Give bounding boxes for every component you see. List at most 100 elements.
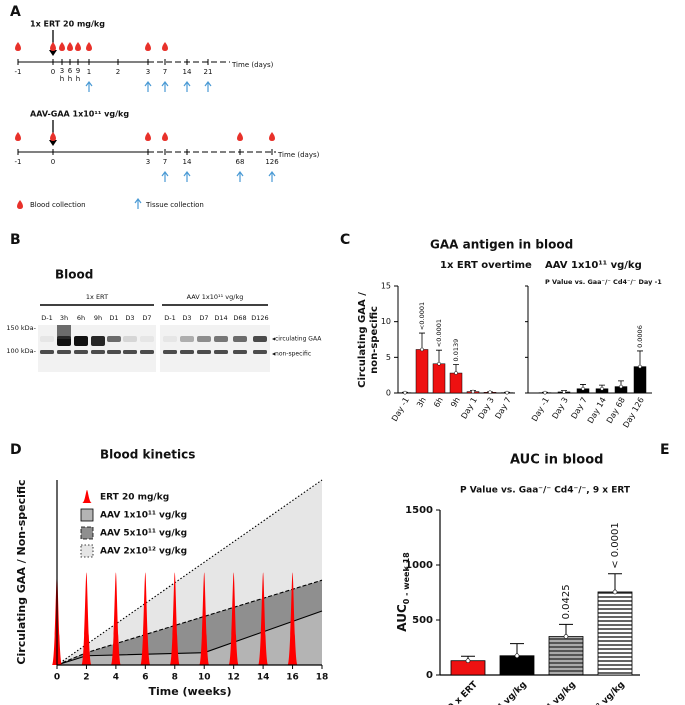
- ert-spike: [228, 572, 239, 665]
- legend-text: AAV 5x10¹¹ vg/kg: [100, 529, 187, 539]
- tissue-arrow-head: [161, 81, 169, 87]
- tissue-arrow-head: [204, 81, 212, 87]
- data-point: [543, 390, 547, 395]
- bar: [432, 363, 446, 394]
- timeline-tick-label: 0: [51, 158, 55, 166]
- tissue-arrow-head: [236, 171, 244, 177]
- blot: [160, 325, 270, 372]
- bar: [548, 636, 584, 676]
- legend-text: AAV 2x10¹² vg/kg: [100, 547, 187, 557]
- y-tick-label: 15: [381, 282, 391, 291]
- ert-spike: [199, 572, 210, 665]
- timeline-tick-unit: h: [60, 75, 64, 83]
- area-line: [56, 479, 323, 666]
- blot-group-label: AAV 1x10¹¹ vg/kg: [187, 293, 244, 301]
- legend-text: AAV 1x10¹¹ vg/kg: [100, 511, 187, 521]
- y-axis-label: AUC0 - week 18: [395, 552, 411, 632]
- x-tick-label: Day 7: [493, 396, 513, 421]
- treatment-label: 1x ERT 20 mg/kg: [30, 20, 105, 29]
- blood-drop: [269, 132, 275, 141]
- timeline-tick-label: 126: [265, 158, 279, 166]
- x-tick-label: Day 7: [569, 396, 589, 421]
- mw-marker: 150 kDa-: [6, 324, 36, 332]
- x-tick-label: 2x10¹² vg/kg: [575, 680, 627, 705]
- tissue-arrow-head: [134, 198, 142, 204]
- legend-swatch: [82, 490, 92, 503]
- legend-swatch: [80, 526, 94, 540]
- lane-label: D3: [125, 314, 134, 322]
- chart-subtitle: P Value vs. Gaa⁻/⁻ Cd4⁻/⁻, 9 x ERT: [460, 486, 631, 496]
- error-bar: [419, 332, 425, 350]
- blood-drop: [67, 42, 73, 51]
- y-tick-label: 1000: [405, 560, 433, 571]
- timeline-tick-label: 0: [51, 68, 55, 76]
- bar: [597, 591, 633, 676]
- mw-marker: 100 kDa-: [6, 347, 36, 355]
- p-value: 0.0425: [561, 584, 572, 619]
- data-point: [403, 390, 407, 395]
- blot-band: [123, 350, 137, 354]
- blot-band: [214, 350, 228, 354]
- error-bar: [608, 573, 622, 592]
- x-tick-label: 16: [286, 673, 299, 683]
- ert-spike: [258, 572, 269, 665]
- x-tick-label: Day 3: [550, 396, 570, 421]
- y-axis-label-sub: 0 - week 18: [402, 552, 411, 604]
- data-point: [619, 384, 623, 389]
- lane-label: D-1: [164, 314, 176, 322]
- blot-band: [180, 336, 194, 342]
- blood-drop: [50, 132, 56, 141]
- y-axis-label: Circulating GAA / Non-specific: [15, 479, 28, 664]
- chart-title: GAA antigen in blood: [430, 238, 573, 252]
- timeline-tick-label: 14: [183, 68, 192, 76]
- y-axis-label-main: AUC: [395, 604, 409, 632]
- x-axis-label: Time (weeks): [148, 685, 231, 698]
- x-tick-label: 1x10¹¹ vg/kg: [477, 680, 529, 705]
- tissue-arrow-head: [161, 171, 169, 177]
- blot-band: [163, 336, 177, 342]
- tissue-arrow-head: [85, 81, 93, 87]
- group-subtitle: AAV 1x10¹¹ vg/kg: [545, 260, 642, 271]
- blot-band: [40, 336, 54, 342]
- timeline-tick-label: 6: [68, 67, 73, 75]
- blot-band: [123, 336, 137, 342]
- bar: [449, 372, 463, 394]
- tissue-arrow-head: [183, 171, 191, 177]
- blood-drop: [75, 42, 81, 51]
- legend-swatch: [80, 544, 94, 558]
- chart-title: Blood kinetics: [100, 448, 195, 462]
- ert-spike: [169, 572, 180, 665]
- error-bar: [436, 349, 442, 364]
- blot-band: [140, 350, 154, 354]
- blot-band: [74, 350, 88, 354]
- y-tick-label: 0: [426, 670, 433, 681]
- blot-band: [91, 336, 105, 346]
- panel-label: D: [10, 442, 22, 458]
- axis-label: Time (days): [231, 61, 274, 69]
- ert-spike: [81, 572, 92, 665]
- p-value: 0.0006: [636, 325, 644, 348]
- bar: [499, 655, 535, 676]
- blood-drop: [237, 132, 243, 141]
- blood-drop: [145, 132, 151, 141]
- ert-spike: [140, 572, 151, 665]
- blot-band: [180, 350, 194, 354]
- blot-band: [91, 350, 105, 354]
- chart-title: AUC in blood: [510, 453, 603, 468]
- data-point: [563, 634, 569, 639]
- blot-band: [107, 350, 121, 354]
- y-tick-label: 5: [386, 353, 391, 362]
- data-point: [600, 386, 604, 391]
- blot: [38, 325, 156, 372]
- timeline-tick-label: 7: [163, 68, 167, 76]
- blood-drop: [15, 132, 21, 141]
- lane-label: D3: [182, 314, 191, 322]
- group-subtitle: 1x ERT overtime: [440, 260, 532, 271]
- blot-title: Blood: [55, 268, 93, 282]
- blood-drop: [86, 42, 92, 51]
- x-tick-label: 12: [227, 673, 240, 683]
- blot-band: [140, 336, 154, 342]
- panel-label: C: [340, 232, 350, 248]
- blot-band: [253, 336, 267, 342]
- timeline-tick-label: 1: [87, 68, 91, 76]
